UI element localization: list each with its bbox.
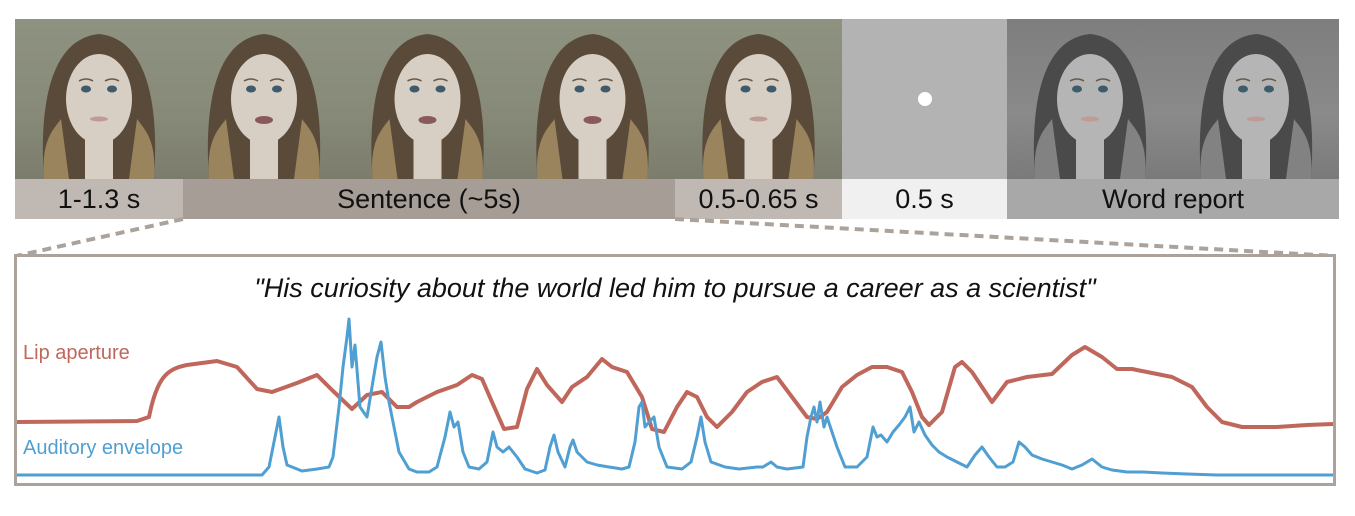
- face-frame-sentence-3: [510, 19, 675, 179]
- segment-report: Word report: [1007, 179, 1339, 219]
- face-icon: [1033, 34, 1147, 179]
- face-frame-baseline: [15, 19, 183, 179]
- face-frame-post: [675, 19, 842, 179]
- segment-sentence: Sentence (~5s): [183, 179, 675, 219]
- lip-aperture-line: [17, 345, 1333, 434]
- face-icon: [42, 34, 156, 179]
- auditory-envelope-line: [17, 317, 1333, 477]
- segment-fixation: 0.5 s: [842, 179, 1007, 219]
- face-icon: [371, 34, 484, 179]
- segment-label: Sentence (~5s): [337, 183, 521, 214]
- segment-baseline: 1-1.3 s: [15, 179, 183, 219]
- face-icon: [536, 34, 649, 179]
- segment-post: 0.5-0.65 s: [675, 179, 842, 219]
- segment-label: 0.5-0.65 s: [698, 183, 819, 214]
- fixation-dot-icon: [917, 92, 932, 106]
- zoom-dash-left: [15, 217, 184, 258]
- segment-label: 0.5 s: [895, 183, 954, 214]
- fixation-frame: [842, 19, 1007, 179]
- video-frames: [15, 19, 1339, 179]
- face-frame-sentence-1: [183, 19, 345, 179]
- timeline-labels: 1-1.3 s Sentence (~5s) 0.5-0.65 s 0.5 s …: [15, 179, 1339, 219]
- face-frame-sentence-2: [345, 19, 510, 179]
- zoom-dash-right: [674, 217, 1337, 258]
- face-frame-report-2: [1173, 19, 1339, 179]
- face-icon: [702, 34, 815, 179]
- sentence-quote: "His curiosity about the world led him t…: [254, 273, 1096, 303]
- sentence-signal-panel: "His curiosity about the world led him t…: [14, 254, 1336, 486]
- face-icon: [1199, 34, 1313, 179]
- segment-label: 1-1.3 s: [57, 183, 141, 214]
- legend-auditory-envelope: Auditory envelope: [23, 437, 184, 459]
- signal-plot: [17, 317, 1333, 477]
- legend-lip-aperture: Lip aperture: [23, 342, 130, 364]
- segment-label: Word report: [1101, 183, 1245, 214]
- face-icon: [207, 34, 321, 179]
- face-frame-report-1: [1007, 19, 1173, 179]
